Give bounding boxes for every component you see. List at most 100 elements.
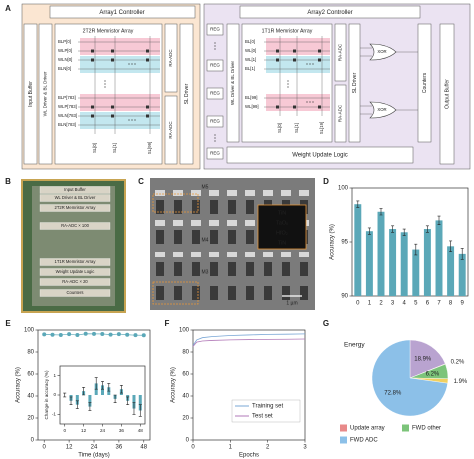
- label: Weight Update Logic: [292, 153, 348, 159]
- point: [141, 333, 146, 338]
- x-tick-label: 24: [100, 428, 106, 433]
- stack-inset: [257, 204, 307, 250]
- metal-line: [191, 252, 201, 257]
- label: RA-ADC × 100: [61, 223, 89, 228]
- label: WLP[0]: [58, 48, 72, 53]
- label: WL[0]: [245, 48, 256, 53]
- bar: [138, 395, 142, 411]
- via: [210, 286, 218, 300]
- via: [192, 286, 200, 300]
- via: [210, 230, 218, 244]
- label: SL[1]: [112, 143, 117, 153]
- box: [49, 5, 196, 19]
- chart-title: Energy: [344, 342, 365, 349]
- panel-letter: B: [5, 177, 11, 186]
- box: [206, 147, 224, 160]
- point: [50, 332, 55, 337]
- label: SL[0]: [92, 143, 97, 153]
- x-tick-label: 6: [426, 301, 430, 307]
- via: [156, 200, 164, 214]
- metal-line: [209, 190, 219, 196]
- metal-line: [245, 252, 255, 257]
- error-bar: [94, 377, 98, 390]
- y-tick-label: 20: [182, 416, 189, 422]
- slice-label: 1.9%: [454, 379, 468, 385]
- y-tick-label: 1: [53, 373, 56, 378]
- via: [246, 200, 254, 214]
- ellipsis-dot: [131, 63, 133, 65]
- bar: [88, 395, 92, 407]
- via: [264, 262, 272, 276]
- label: BLN[0]: [58, 66, 71, 71]
- ellipsis-dot: [287, 83, 289, 85]
- label: WLN[0]: [58, 57, 72, 62]
- ellipsis-dot: [214, 137, 216, 139]
- metal-line: [263, 252, 273, 257]
- label: RA-ADC × 20: [62, 279, 88, 284]
- memristor-cell: [318, 49, 321, 53]
- metal-line: [155, 220, 165, 226]
- via: [192, 262, 200, 276]
- ellipsis-dot: [309, 101, 311, 103]
- box: [239, 5, 421, 19]
- metal-line: [227, 252, 237, 257]
- row-band: [266, 38, 330, 55]
- y-axis-label: Accuracy (%): [171, 367, 177, 403]
- point: [42, 332, 47, 337]
- row-band: [80, 38, 160, 55]
- metal-line: [227, 190, 237, 196]
- ellipsis-dot: [309, 63, 311, 65]
- bar: [400, 232, 408, 296]
- row-band: [266, 94, 330, 111]
- legend-swatch: [402, 424, 409, 432]
- label: REG: [210, 27, 220, 32]
- chip-block: [39, 278, 111, 286]
- label: M5: [202, 184, 209, 190]
- error-bar: [449, 240, 453, 253]
- label: TiN: [278, 210, 286, 216]
- y-tick-label: 80: [27, 350, 34, 356]
- metal-line: [227, 220, 237, 226]
- box: [206, 87, 224, 100]
- panel-letter: A: [5, 4, 11, 13]
- metal-line: [263, 190, 273, 196]
- via: [210, 200, 218, 214]
- error-bar: [138, 404, 142, 417]
- box: [38, 23, 53, 165]
- via: [192, 200, 200, 214]
- x-tick-label: 1: [368, 301, 372, 307]
- memristor-cell: [276, 105, 279, 109]
- memristor-cell: [293, 58, 296, 62]
- box: [164, 23, 178, 93]
- row-band: [80, 112, 160, 129]
- ellipsis-dot: [128, 63, 130, 65]
- chip-block: [39, 204, 111, 212]
- error-bar: [113, 394, 117, 404]
- memristor-cell: [91, 114, 94, 118]
- ellipsis-dot: [312, 101, 314, 103]
- label: 1T1R Memristor Array: [262, 28, 313, 34]
- memristor-cell: [111, 49, 114, 53]
- point: [108, 332, 113, 337]
- memristor-cell: [91, 49, 94, 53]
- label: REG: [210, 91, 220, 96]
- error-bar: [437, 215, 441, 226]
- bar: [132, 395, 136, 409]
- box: [23, 23, 38, 165]
- error-bar: [391, 225, 395, 233]
- panel-letter: F: [165, 319, 170, 328]
- label: Weight Update Logic: [56, 269, 95, 274]
- bar: [423, 229, 431, 296]
- bar: [389, 229, 397, 296]
- error-bar: [63, 392, 67, 398]
- y-tick-label: 100: [24, 328, 35, 334]
- bar: [435, 220, 443, 296]
- metal-line: [281, 190, 291, 196]
- y-tick-label: 90: [341, 294, 348, 300]
- chip-block: [39, 222, 111, 230]
- via: [228, 230, 236, 244]
- metal-line: [245, 190, 255, 196]
- error-bar: [425, 225, 429, 233]
- pie-slice: [409, 339, 446, 379]
- row-band: [80, 94, 160, 111]
